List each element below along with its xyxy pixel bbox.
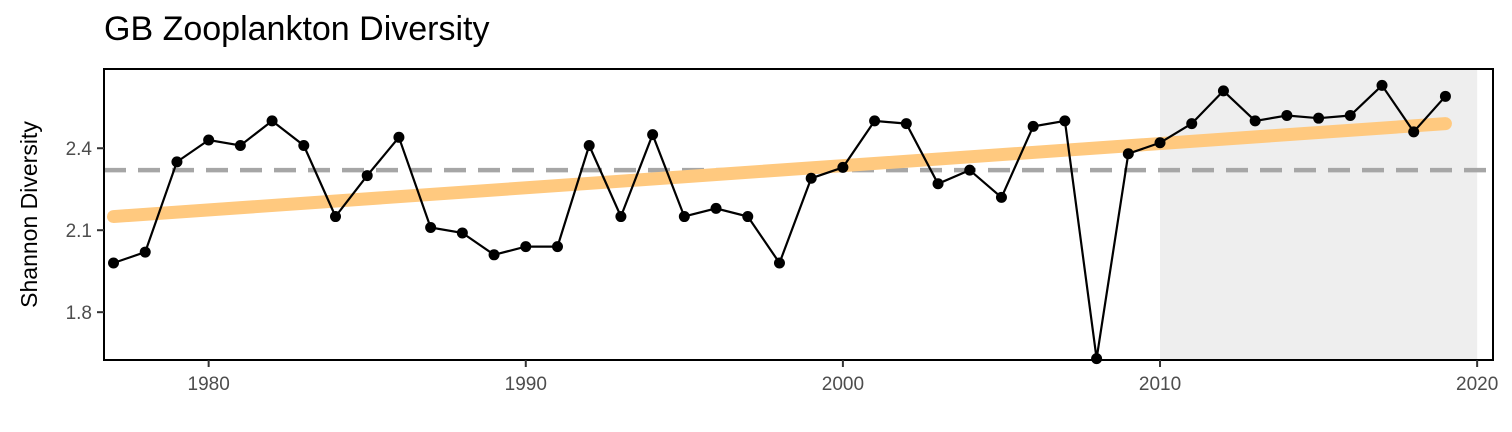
data-point [361, 170, 373, 182]
data-point [710, 202, 722, 214]
data-point [298, 140, 310, 152]
data-point [1376, 79, 1388, 91]
data-point [551, 241, 563, 253]
data-point [1059, 115, 1071, 127]
data-point [932, 178, 944, 190]
data-point [1027, 120, 1039, 132]
data-point [1249, 115, 1261, 127]
data-point [234, 140, 246, 152]
data-point [615, 211, 627, 223]
x-tick-label: 1990 [505, 374, 547, 395]
y-tick-label: 2.4 [66, 139, 93, 160]
data-point [456, 227, 468, 239]
plot-panel-border [103, 68, 1494, 361]
data-point [964, 164, 976, 176]
x-tick-label: 1980 [188, 374, 230, 395]
chart-title: GB Zooplankton Diversity [104, 10, 490, 48]
data-point [1154, 137, 1166, 149]
data-point [1281, 109, 1293, 121]
data-point [139, 246, 151, 258]
data-point [425, 221, 437, 233]
data-point [837, 161, 849, 173]
trend-line [107, 117, 1452, 224]
data-point [1313, 112, 1325, 124]
data-point [647, 129, 659, 141]
data-point [1122, 148, 1134, 160]
data-point [900, 118, 912, 130]
x-tick-label: 2020 [1456, 374, 1498, 395]
y-axis: 1.8 2.1 2.4 [66, 139, 104, 324]
data-point [108, 257, 120, 269]
data-point [1344, 109, 1356, 121]
data-point [171, 156, 183, 168]
data-point [805, 172, 817, 184]
data-point [1408, 126, 1420, 138]
data-point [520, 241, 532, 253]
y-tick-label: 2.1 [66, 221, 92, 242]
data-point [203, 134, 215, 146]
y-axis-title: Shannon Diversity [16, 121, 42, 308]
x-tick-label: 2000 [822, 374, 864, 395]
data-point [773, 257, 785, 269]
data-point [995, 191, 1007, 203]
data-point [869, 115, 881, 127]
data-points [108, 79, 1451, 365]
y-tick-label: 1.8 [66, 303, 92, 324]
x-tick-label: 2010 [1139, 374, 1181, 395]
data-point [583, 140, 595, 152]
data-point [742, 211, 754, 223]
data-point [393, 131, 405, 143]
data-point [488, 249, 500, 261]
data-point [330, 211, 341, 223]
x-axis: 1980 1990 2000 2010 2020 [188, 360, 1498, 395]
data-point [266, 115, 278, 127]
data-point [678, 211, 690, 223]
data-point [1217, 85, 1229, 97]
data-point [1186, 118, 1198, 130]
data-point [1439, 90, 1451, 102]
data-point [1091, 353, 1103, 365]
